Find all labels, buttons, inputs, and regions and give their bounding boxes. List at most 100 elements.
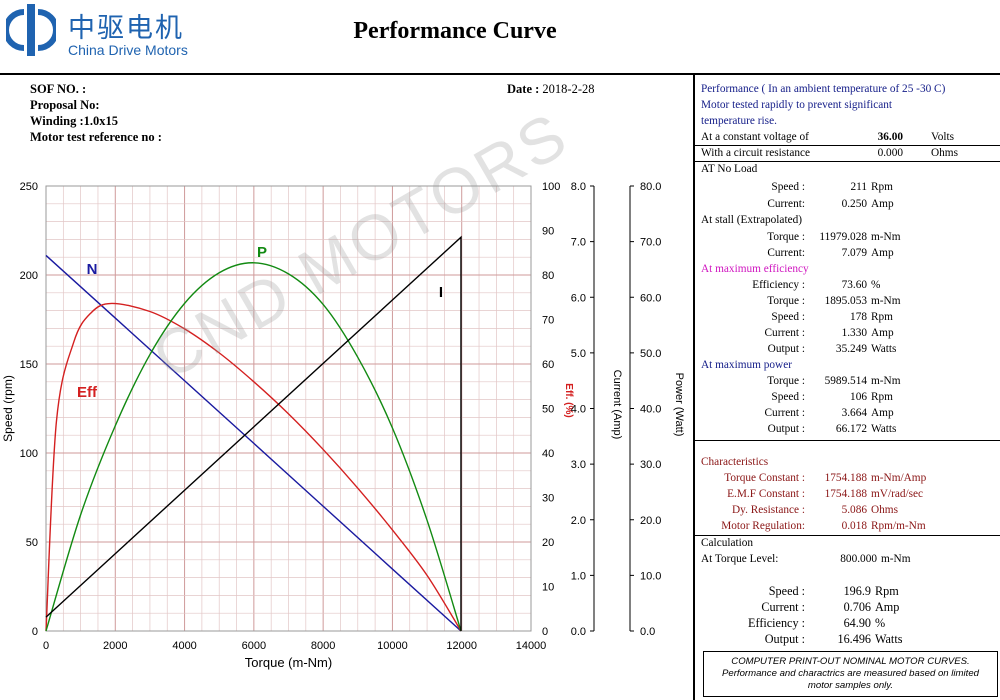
x-tick-label: 4000 bbox=[172, 640, 196, 652]
calc-current-unit: Amp bbox=[875, 600, 900, 614]
max-eff-output-value: 35.249 bbox=[835, 343, 867, 355]
speed-tick-label: 50 bbox=[26, 537, 38, 549]
current-tick-label: 7.0 bbox=[571, 237, 586, 249]
characteristics-heading: Characteristics bbox=[701, 456, 769, 468]
spec-panel: Performance ( In an ambient temperature … bbox=[693, 74, 1000, 700]
dy-resistance-value: 5.086 bbox=[841, 504, 867, 516]
footnote-line2: Performance and charactrics are measured… bbox=[721, 668, 980, 679]
max-power-speed-value: 106 bbox=[850, 391, 867, 403]
series-p-line bbox=[45, 262, 462, 632]
stall-current-unit: Amp bbox=[871, 247, 894, 259]
calc-current-label: Current : bbox=[761, 600, 805, 614]
power-tick-label: 0.0 bbox=[640, 626, 655, 638]
max-power-heading: At maximum power bbox=[701, 359, 792, 371]
current-tick-label: 0.0 bbox=[571, 626, 586, 638]
calc-output-value: 16.496 bbox=[837, 632, 871, 646]
emf-constant-value: 1754.188 bbox=[824, 488, 867, 500]
calc-efficiency-unit: % bbox=[875, 616, 886, 630]
x-tick-label: 10000 bbox=[377, 640, 408, 652]
conditions-line1: Performance ( In an ambient temperature … bbox=[701, 83, 946, 95]
power-axis-label: Power (Watt) bbox=[673, 373, 685, 437]
stall-heading: At stall (Extrapolated) bbox=[701, 214, 803, 226]
torque-constant-unit: m-Nm/Amp bbox=[871, 472, 927, 484]
motor-test-label: Motor test reference no : bbox=[30, 130, 162, 144]
series-eff-line bbox=[45, 302, 462, 632]
resistance-value: 0.000 bbox=[877, 147, 903, 159]
max-eff-current-label: Current : bbox=[764, 327, 805, 339]
emf-constant-label: E.M.F Constant : bbox=[727, 488, 805, 500]
winding-value: 1.0x15 bbox=[83, 114, 118, 128]
x-tick-label: 8000 bbox=[311, 640, 335, 652]
x-axis-label: Torque (m-Nm) bbox=[245, 655, 332, 670]
series-n-line bbox=[45, 254, 462, 632]
power-tick-label: 70.0 bbox=[640, 237, 661, 249]
power-tick-label: 50.0 bbox=[640, 348, 661, 360]
current-tick-label: 4.0 bbox=[571, 404, 586, 416]
power-tick-label: 20.0 bbox=[640, 515, 661, 527]
eff-axis-label: Eff. (%) bbox=[563, 383, 574, 417]
no-load-current-unit: Amp bbox=[871, 198, 894, 210]
dy-resistance-unit: Ohms bbox=[871, 504, 898, 516]
chart-grid bbox=[45, 185, 532, 632]
calc-speed-unit: Rpm bbox=[875, 584, 899, 598]
max-eff-torque-unit: m-Nm bbox=[871, 295, 901, 307]
series-i-line bbox=[45, 235, 462, 631]
max-power-output-unit: Watts bbox=[871, 423, 897, 435]
date-value: 2018-2-28 bbox=[542, 82, 595, 96]
x-tick-label: 6000 bbox=[242, 640, 266, 652]
chart-curves bbox=[45, 235, 462, 632]
max-eff-torque-label: Torque : bbox=[767, 295, 805, 307]
eff-tick-label: 70 bbox=[542, 315, 554, 327]
winding-row: Winding :1.0x15 bbox=[30, 114, 118, 129]
series-i-label: I bbox=[439, 284, 443, 301]
max-eff-output-label: Output : bbox=[767, 343, 805, 355]
winding-label: Winding : bbox=[30, 114, 84, 128]
power-tick-label: 40.0 bbox=[640, 404, 661, 416]
no-load-speed-unit: Rpm bbox=[871, 181, 893, 193]
no-load-speed-value: 211 bbox=[850, 181, 867, 193]
max-eff-efficiency-value: 73.60 bbox=[841, 279, 867, 291]
no-load-current-value: 0.250 bbox=[841, 198, 867, 210]
speed-tick-label: 150 bbox=[20, 359, 38, 371]
calc-output-label: Output : bbox=[764, 632, 805, 646]
power-tick-label: 10.0 bbox=[640, 570, 661, 582]
eff-tick-label: 20 bbox=[542, 537, 554, 549]
max-eff-speed-value: 178 bbox=[850, 311, 867, 323]
calc-torque-label: At Torque Level: bbox=[701, 553, 779, 565]
stall-current-label: Current: bbox=[767, 247, 805, 259]
current-tick-label: 6.0 bbox=[571, 292, 586, 304]
current-tick-label: 5.0 bbox=[571, 348, 586, 360]
footnote-box: COMPUTER PRINT-OUT NOMINAL MOTOR CURVES.… bbox=[703, 651, 998, 697]
voltage-unit: Volts bbox=[931, 131, 955, 143]
calc-speed-label: Speed : bbox=[768, 584, 805, 598]
proposal-label: Proposal No: bbox=[30, 98, 100, 112]
max-eff-efficiency-label: Efficiency : bbox=[752, 279, 805, 291]
eff-tick-label: 10 bbox=[542, 582, 554, 594]
torque-constant-value: 1754.188 bbox=[824, 472, 867, 484]
header-divider bbox=[0, 73, 1000, 75]
stall-current-value: 7.079 bbox=[841, 247, 867, 259]
conditions-line2: Motor tested rapidly to prevent signific… bbox=[701, 99, 893, 111]
speed-axis-label: Speed (rpm) bbox=[1, 375, 15, 442]
no-load-current-label: Current: bbox=[767, 198, 805, 210]
max-eff-torque-value: 1895.053 bbox=[824, 295, 867, 307]
x-tick-label: 2000 bbox=[103, 640, 127, 652]
no-load-heading: AT No Load bbox=[701, 163, 758, 175]
max-power-torque-unit: m-Nm bbox=[871, 375, 901, 387]
calc-speed-value: 196.9 bbox=[843, 584, 871, 598]
max-eff-output-unit: Watts bbox=[871, 343, 897, 355]
max-power-current-unit: Amp bbox=[871, 407, 894, 419]
eff-tick-label: 80 bbox=[542, 270, 554, 282]
series-eff-label: Eff bbox=[77, 384, 98, 401]
voltage-label: At a constant voltage of bbox=[701, 131, 809, 143]
emf-constant-unit: mV/rad/sec bbox=[871, 488, 924, 500]
conditions-line3: temperature rise. bbox=[701, 115, 777, 127]
calc-current-value: 0.706 bbox=[843, 600, 871, 614]
max-eff-heading: At maximum efficiency bbox=[701, 263, 809, 275]
page-title: Performance Curve bbox=[353, 18, 557, 44]
motor-regulation-label: Motor Regulation: bbox=[721, 520, 805, 532]
current-tick-label: 8.0 bbox=[571, 181, 586, 193]
max-power-output-label: Output : bbox=[767, 423, 805, 435]
voltage-value: 36.00 bbox=[877, 131, 903, 143]
